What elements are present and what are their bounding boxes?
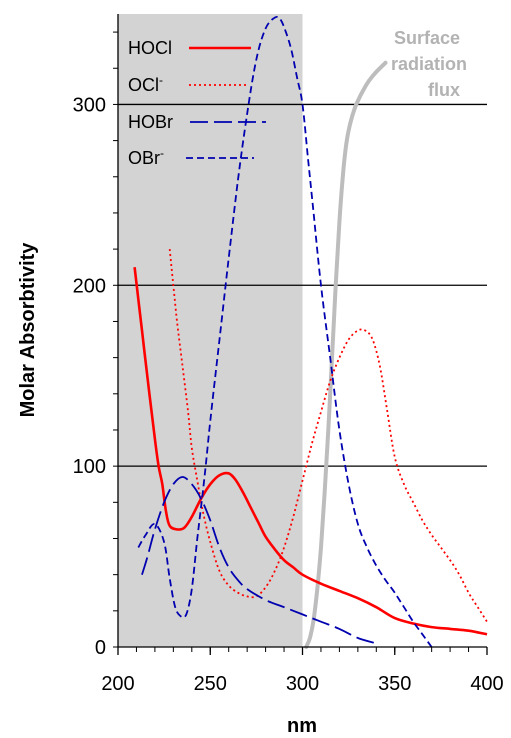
tick-labels: 0 100 200 300 200 250 300 350 400 [73, 94, 504, 695]
gridlines [118, 103, 487, 467]
x-tick-label-200: 200 [101, 673, 134, 695]
plot-area [118, 14, 487, 647]
y-tick-label-100: 100 [73, 456, 106, 478]
legend-label-ocl: OCl- [128, 73, 163, 95]
series-layer [133, 15, 488, 649]
x-axis-title: nm [287, 715, 317, 737]
x-tick-label-400: 400 [470, 673, 503, 695]
annotation-line-2: radiation [391, 54, 467, 74]
x-tick-label-250: 250 [194, 673, 227, 695]
annotation-line-1: Surface [394, 28, 460, 48]
series-line-hocl [133, 267, 488, 636]
legend-label-hocl: HOCl [128, 38, 172, 58]
x-tick-label-350: 350 [378, 673, 411, 695]
legend-label-obr: OBr- [128, 146, 164, 168]
y-axis-title: Molar Absorbtivity [17, 242, 39, 418]
y-tick-label-0: 0 [95, 637, 106, 659]
series-line-ocl [168, 249, 488, 623]
annotation: Surface radiation flux [391, 28, 467, 100]
axes [113, 14, 488, 655]
legend: HOCl OCl- HOBr OBr- [128, 38, 266, 168]
legend-label-hobr: HOBr [128, 112, 173, 132]
shaded-region [118, 14, 303, 647]
y-tick-label-300: 300 [73, 94, 106, 116]
surface-radiation-flux-line [304, 60, 388, 649]
series-line-hobr [141, 476, 377, 645]
x-tick-label-300: 300 [286, 673, 319, 695]
annotation-line-3: flux [428, 80, 460, 100]
y-tick-label-200: 200 [73, 275, 106, 297]
